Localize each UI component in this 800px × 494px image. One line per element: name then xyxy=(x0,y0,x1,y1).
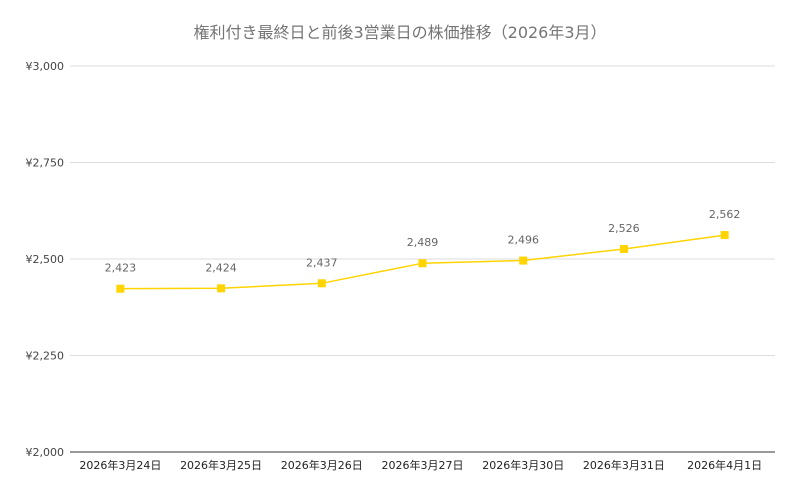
data-point-marker xyxy=(519,256,528,265)
data-point-marker xyxy=(217,284,226,293)
x-tick-label: 2026年3月25日 xyxy=(180,458,262,472)
gridlines xyxy=(70,65,775,453)
data-point-marker xyxy=(317,279,326,288)
data-label: 2,489 xyxy=(407,236,439,249)
data-label: 2,526 xyxy=(608,222,640,235)
y-tick-label: ¥2,750 xyxy=(26,157,65,170)
x-tick-label: 2026年3月26日 xyxy=(281,458,363,472)
data-point-marker xyxy=(619,244,628,253)
x-tick-label: 2026年3月24日 xyxy=(79,458,161,472)
x-tick-label: 2026年3月30日 xyxy=(482,458,564,472)
data-point-marker xyxy=(418,259,427,268)
data-point-marker xyxy=(720,231,729,240)
x-tick-label: 2026年3月31日 xyxy=(583,458,665,472)
x-tick-label: 2026年4月1日 xyxy=(687,458,762,472)
data-labels: 2,423 2,424 2,437 2,489 2,496 2,526 2,562 xyxy=(105,208,741,275)
data-label: 2,496 xyxy=(507,234,539,247)
y-axis-tick-labels: ¥2,000 ¥2,250 ¥2,500 ¥2,750 ¥3,000 xyxy=(26,60,65,459)
x-tick-label: 2026年3月27日 xyxy=(382,458,464,472)
data-label: 2,562 xyxy=(709,208,741,221)
y-tick-label: ¥2,500 xyxy=(26,253,65,266)
data-label: 2,423 xyxy=(105,262,137,275)
y-tick-label: ¥2,250 xyxy=(26,350,65,363)
data-label: 2,437 xyxy=(306,256,338,269)
data-point-marker xyxy=(116,284,125,293)
series-markers xyxy=(116,231,729,293)
chart-title: 権利付き最終日と前後3営業日の株価推移（2026年3月） xyxy=(193,23,606,42)
y-tick-label: ¥3,000 xyxy=(26,60,65,73)
y-tick-label: ¥2,000 xyxy=(26,446,65,459)
x-axis-tick-labels: 2026年3月24日 2026年3月25日 2026年3月26日 2026年3月27日… xyxy=(79,458,762,472)
data-label: 2,424 xyxy=(205,261,237,274)
